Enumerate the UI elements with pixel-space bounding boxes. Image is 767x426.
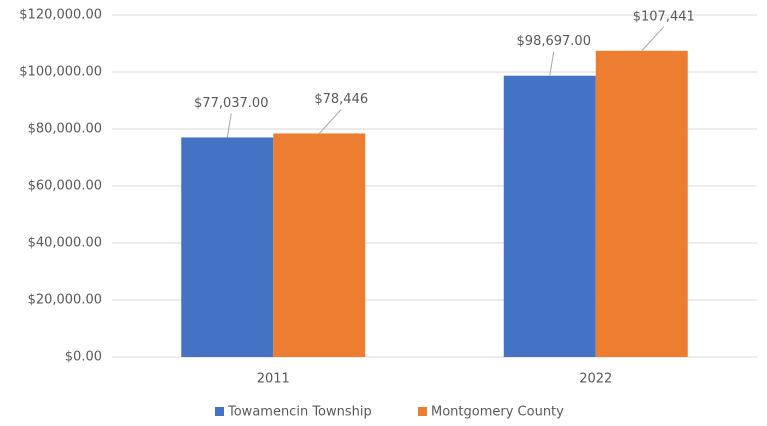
data-label: $77,037.00 — [194, 96, 268, 111]
y-tick-label: $0.00 — [65, 350, 102, 365]
bar — [503, 75, 596, 357]
y-tick-label: $20,000.00 — [28, 293, 102, 308]
data-label: $78,446 — [314, 92, 368, 107]
bar — [181, 137, 274, 357]
leader-line — [318, 109, 342, 134]
y-tick-label: $120,000.00 — [19, 8, 102, 23]
y-tick-label: $80,000.00 — [28, 122, 102, 137]
x-tick-label: 2022 — [579, 372, 612, 387]
bar — [273, 133, 366, 357]
legend-swatch — [418, 407, 427, 416]
leader-line — [641, 26, 665, 52]
leader-line — [549, 51, 555, 76]
x-tick-label: 2011 — [257, 372, 290, 387]
y-tick-label: $60,000.00 — [28, 179, 102, 194]
bar — [595, 50, 688, 357]
legend-label: Towamencin Township — [227, 405, 372, 420]
legend-label: Montgomery County — [431, 405, 564, 420]
legend-swatch — [215, 407, 224, 416]
y-tick-label: $40,000.00 — [28, 236, 102, 251]
y-tick-label: $100,000.00 — [19, 65, 102, 80]
data-label: $98,697.00 — [517, 34, 591, 49]
leader-line — [226, 113, 232, 138]
data-label: $107,441 — [633, 9, 695, 24]
